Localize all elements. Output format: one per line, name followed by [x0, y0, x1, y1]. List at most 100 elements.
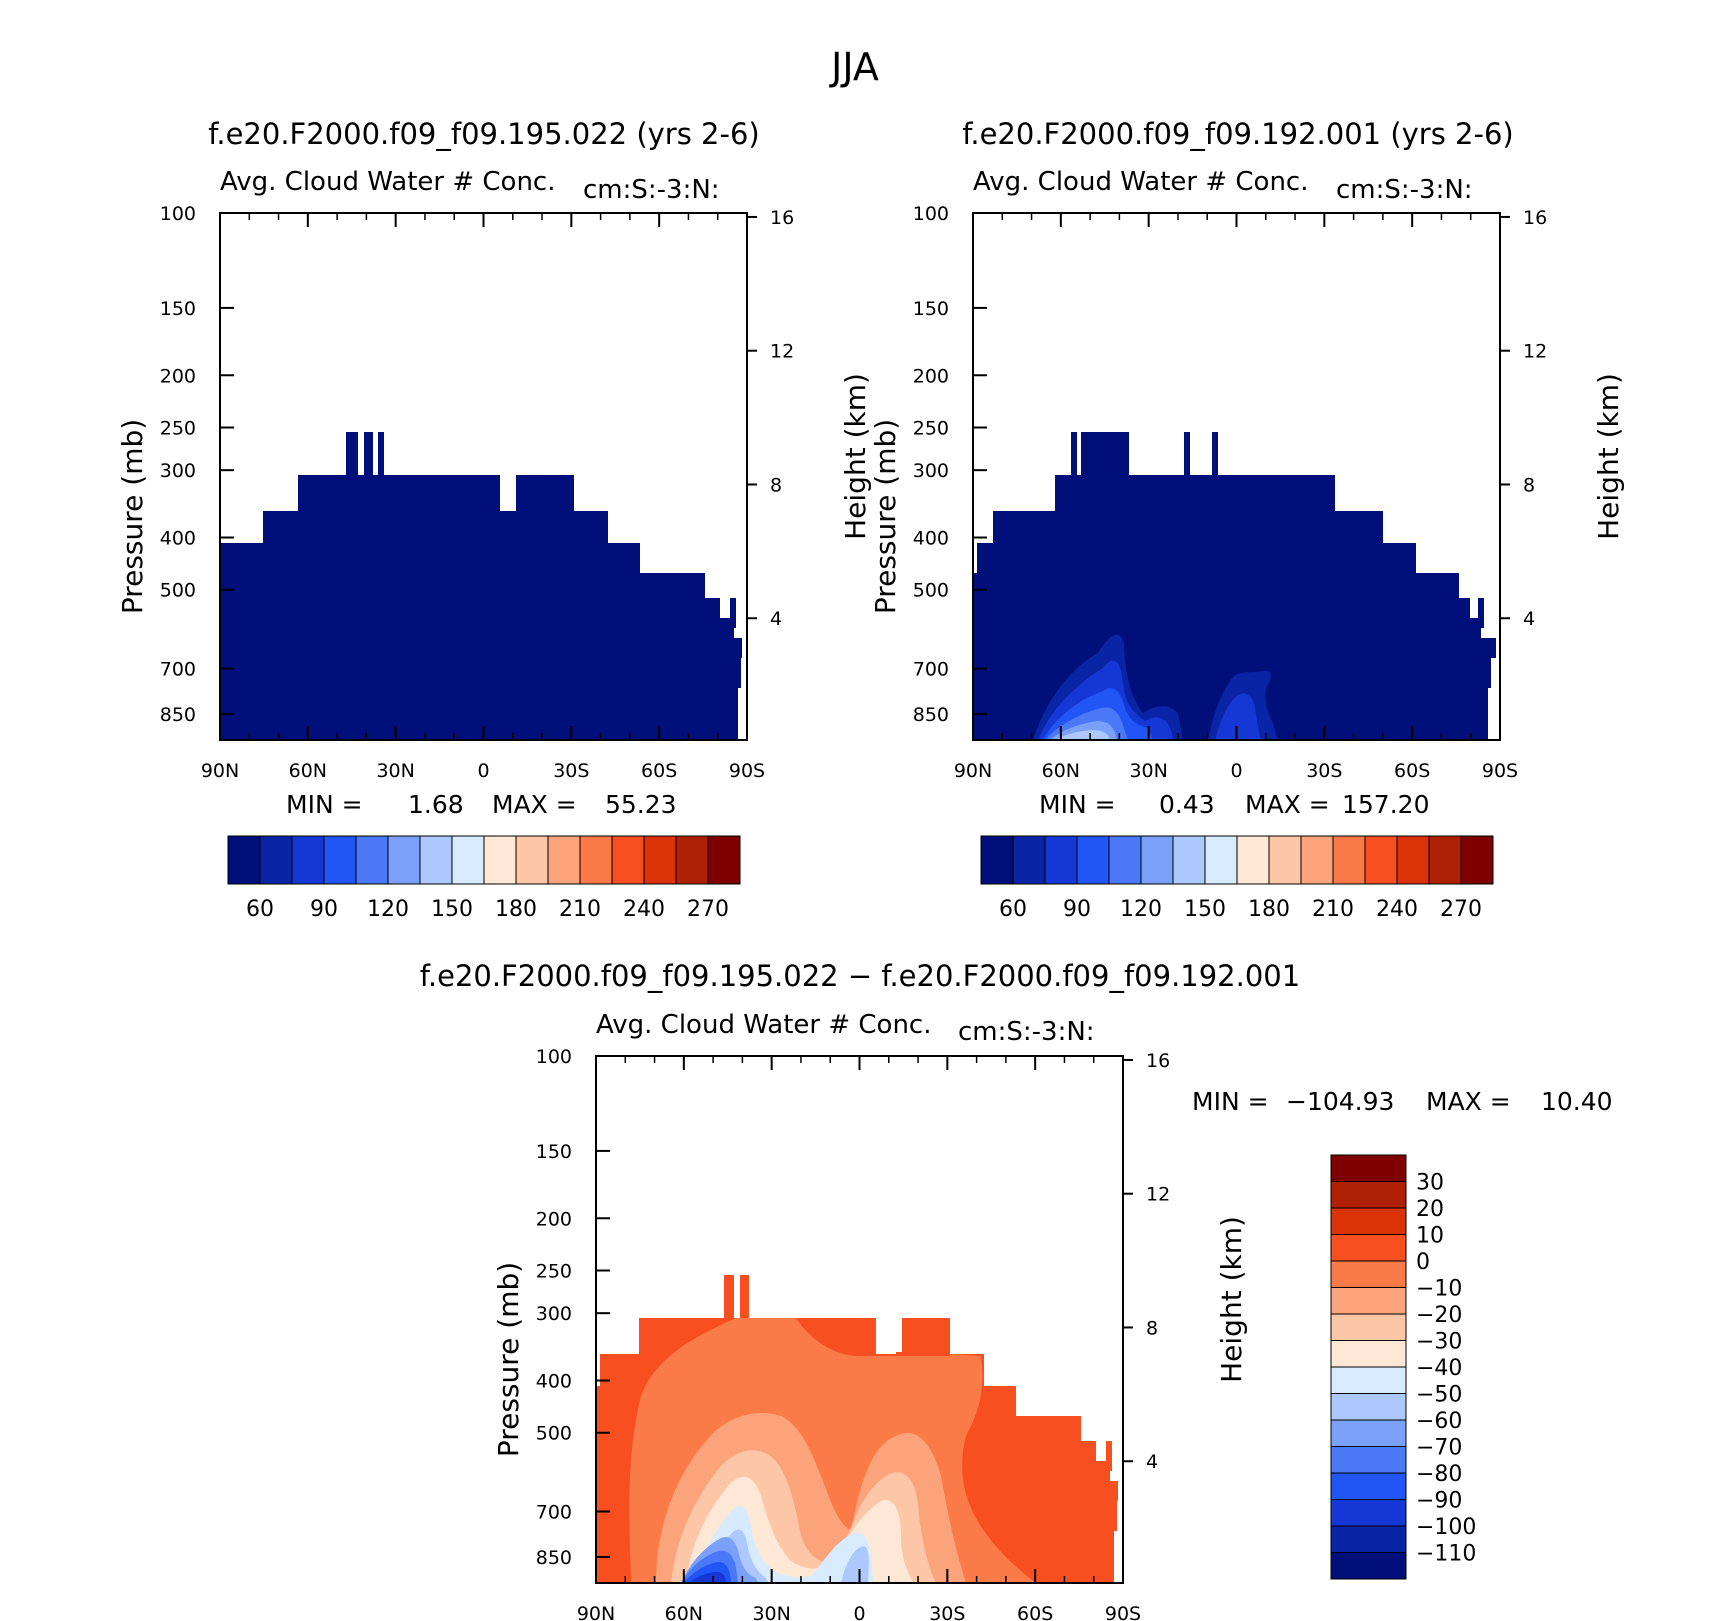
colorbar-box [1330, 1340, 1407, 1368]
units-title: cm:S:-3:N: [583, 175, 720, 205]
colorbar-box [1330, 1181, 1407, 1209]
colorbar-box [1330, 1552, 1407, 1580]
variable-title: Avg. Cloud Water # Conc. [596, 1010, 932, 1040]
height-tick-label: 4 [770, 608, 782, 630]
colorbar-box [1140, 835, 1174, 885]
colorbar-label: −50 [1416, 1383, 1462, 1408]
colorbar-label: 180 [1248, 897, 1290, 922]
height-tick-label: 8 [1146, 1317, 1158, 1339]
y-tick-label: 300 [160, 460, 196, 482]
upper-gap [896, 1318, 902, 1352]
colorbar-box [1300, 835, 1334, 885]
height-axis-label: Height (km) [1215, 1216, 1248, 1383]
max-value: 157.20 [1342, 790, 1429, 819]
colorbar: 3020100−10−20−30−40−50−60−70−80−90−100−1… [1330, 1154, 1476, 1580]
x-tick-label: 60N [1042, 760, 1080, 782]
min-value: 1.68 [408, 790, 464, 819]
y-tick-label: 500 [913, 580, 949, 602]
cloud-spike [346, 432, 358, 477]
colorbar-label: 240 [1376, 897, 1418, 922]
colorbar-box [515, 835, 549, 885]
cloud-spike [1478, 598, 1484, 628]
nh-minimum-level4 [688, 1572, 726, 1583]
y-axis-label: Pressure (mb) [869, 419, 902, 614]
colorbar-box [419, 835, 453, 885]
y-tick-label: 400 [536, 1371, 572, 1393]
colorbar-label: 90 [1063, 897, 1091, 922]
upper-spike [724, 1275, 734, 1320]
cloud-spike [1212, 432, 1218, 477]
upper-spike [1106, 1441, 1112, 1471]
x-tick-label: 90S [1105, 1603, 1141, 1621]
x-tick-label: 0 [1230, 760, 1242, 782]
colorbar-box [547, 835, 581, 885]
case-title: f.e20.F2000.f09_f09.192.001 (yrs 2-6) [962, 117, 1513, 151]
colorbar-box [1204, 835, 1238, 885]
x-tick-label: 0 [477, 760, 489, 782]
panel-top-right: f.e20.F2000.f09_f09.192.001 (yrs 2-6) Av… [869, 117, 1625, 922]
colorbar-box [227, 835, 261, 885]
y-tick-label: 400 [913, 528, 949, 550]
y-tick-label: 100 [160, 203, 196, 225]
x-tick-label: 60S [1017, 1603, 1053, 1621]
cloud-spike [378, 432, 384, 477]
colorbar-box [611, 835, 645, 885]
colorbar-box [483, 835, 517, 885]
height-tick-label: 4 [1523, 608, 1535, 630]
colorbar-label: 180 [495, 897, 537, 922]
variable-title: Avg. Cloud Water # Conc. [973, 167, 1309, 197]
y-tick-label: 200 [536, 1208, 572, 1230]
cloud-spike [1081, 432, 1129, 477]
colorbar-box [1330, 1260, 1407, 1288]
x-tick-label: 90N [954, 760, 992, 782]
min-label: MIN = [286, 790, 363, 819]
colorbar-box [1330, 1393, 1407, 1421]
y-axis-label: Pressure (mb) [492, 1262, 525, 1457]
y-tick-label: 100 [536, 1046, 572, 1068]
y-axis-label: Pressure (mb) [116, 419, 149, 614]
max-label: MAX = [492, 790, 577, 819]
y-tick-label: 500 [536, 1423, 572, 1445]
colorbar-label: 10 [1416, 1224, 1444, 1249]
colorbar-box [1330, 1525, 1407, 1553]
case-title: f.e20.F2000.f09_f09.195.022 − f.e20.F200… [420, 959, 1300, 993]
cloud-spike [516, 475, 520, 511]
panel-top-left: f.e20.F2000.f09_f09.195.022 (yrs 2-6) Av… [116, 117, 872, 922]
colorbar-label: 240 [623, 897, 665, 922]
colorbar-box [1076, 835, 1110, 885]
min-value: −104.93 [1286, 1087, 1394, 1116]
y-tick-label: 700 [160, 659, 196, 681]
y-tick-label: 150 [536, 1141, 572, 1163]
colorbar-box [1330, 1499, 1407, 1527]
y-tick-label: 150 [913, 298, 949, 320]
colorbar-box [1012, 835, 1046, 885]
max-label: MAX = [1245, 790, 1330, 819]
colorbar-label: −100 [1416, 1515, 1476, 1540]
height-axis-label: Height (km) [839, 373, 872, 540]
x-tick-label: 60N [289, 760, 327, 782]
colorbar-label: 270 [687, 897, 729, 922]
cloud-spike [364, 432, 373, 477]
colorbar-label: 120 [367, 897, 409, 922]
plot-area: 90N 60N 30N 0 30S 60S 90S 100 150 200 250 300 400 500… [492, 1046, 1248, 1621]
x-tick-label: 90N [577, 1603, 615, 1621]
upper-spike [740, 1275, 749, 1320]
x-tick-label: 60S [1394, 760, 1430, 782]
height-tick-label: 12 [770, 341, 794, 363]
y-tick-label: 200 [913, 365, 949, 387]
colorbar-box [1330, 1472, 1407, 1500]
colorbar-label: −10 [1416, 1277, 1462, 1302]
y-tick-label: 850 [913, 704, 949, 726]
plot-area: 90N 60N 30N 0 30S 60S 90S 100 150 200 250 300 400 500… [869, 203, 1625, 782]
colorbar-label: −70 [1416, 1436, 1462, 1461]
colorbar-label: 150 [1184, 897, 1226, 922]
colorbar-box [643, 835, 677, 885]
colorbar-box [1330, 1287, 1407, 1315]
colorbar-label: 20 [1416, 1197, 1444, 1222]
height-tick-label: 12 [1523, 341, 1547, 363]
colorbar-box [1364, 835, 1398, 885]
colorbar: 60 90 120 150 180 210 240 270 [980, 835, 1494, 922]
colorbar-label: 150 [431, 897, 473, 922]
height-axis-label: Height (km) [1592, 373, 1625, 540]
